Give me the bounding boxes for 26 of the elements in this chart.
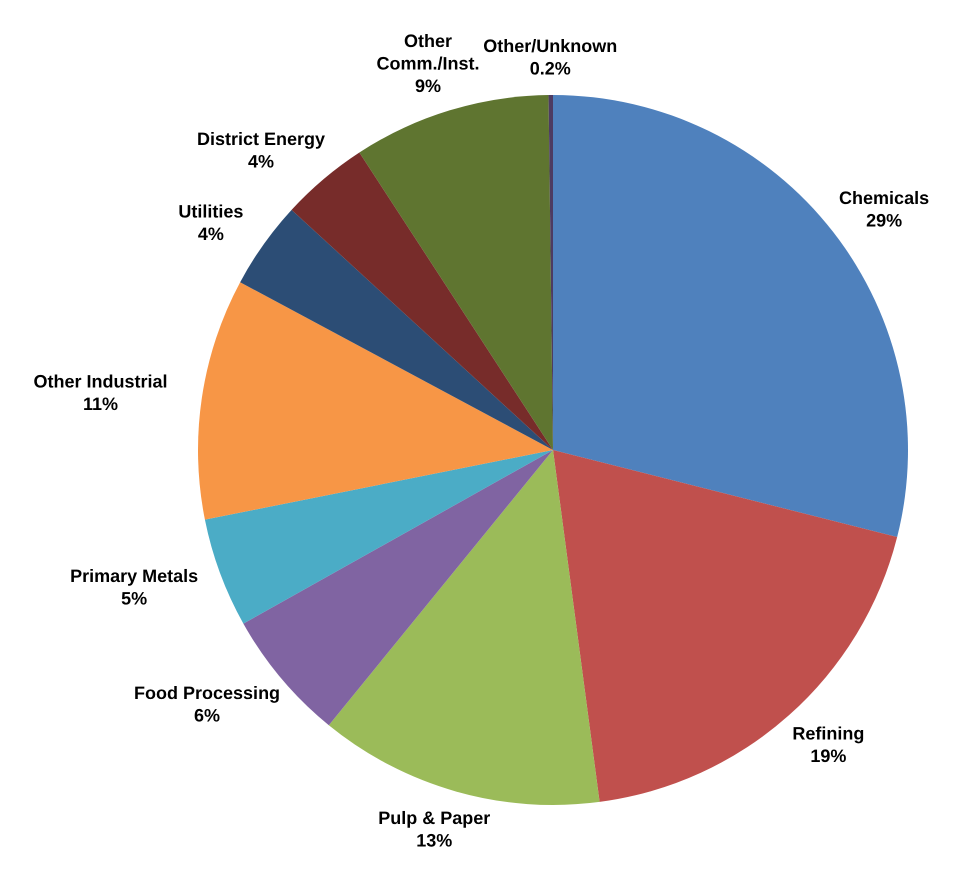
slice-label: Utilities [178, 202, 244, 222]
slice-label: Refining [792, 723, 864, 744]
data-label: 29% [866, 210, 902, 230]
data-label: 4% [198, 224, 224, 244]
slice-label: Chemicals [839, 188, 930, 208]
data-label: 13% [416, 830, 452, 851]
data-label: 0.2% [530, 58, 571, 79]
slice-label: District Energy [196, 129, 326, 150]
slice-label: Food Processing [134, 682, 280, 703]
pie-slice [198, 282, 553, 520]
slice-label: Pulp & Paper [378, 808, 490, 828]
slice-label: Primary Metals [70, 566, 198, 586]
data-label: 19% [810, 746, 846, 766]
data-label: 11% [83, 394, 118, 414]
data-label: 5% [121, 588, 148, 609]
data-label: 6% [194, 705, 220, 726]
pie-slice [204, 450, 553, 624]
data-label: 4% [248, 152, 274, 172]
pie-slice [553, 450, 898, 802]
pie-slice [292, 152, 553, 450]
pie-slice [328, 450, 600, 805]
data-label: 9% [414, 76, 441, 96]
pie-slice [359, 95, 553, 450]
slice-label: Other Comm./Inst. [376, 30, 480, 74]
slice-label: Other Industrial [34, 372, 168, 392]
slice-label: Other/Unknown [483, 36, 618, 56]
